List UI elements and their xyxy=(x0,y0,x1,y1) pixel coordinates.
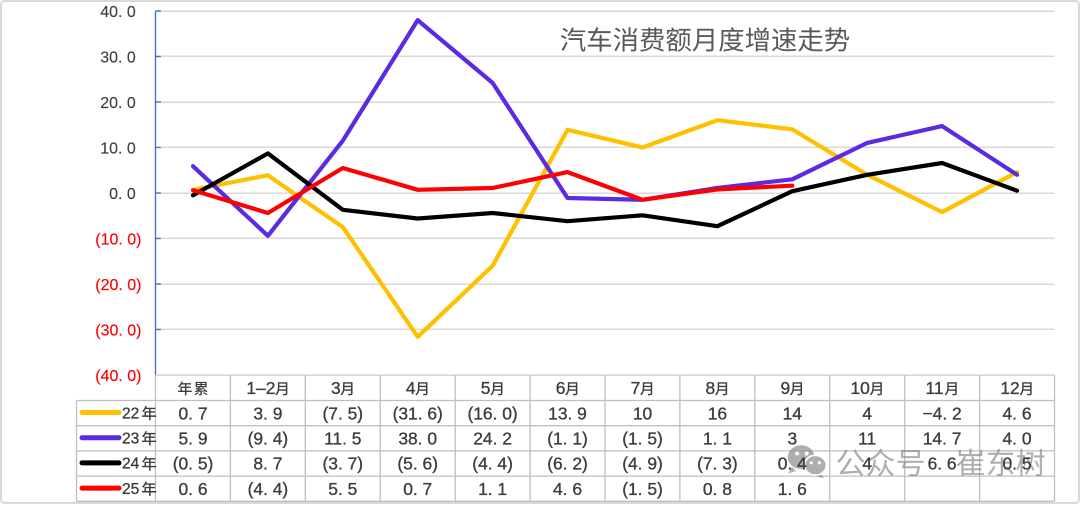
svg-text:(1. 1): (1. 1) xyxy=(547,429,588,449)
svg-text:6. 6: 6. 6 xyxy=(928,454,957,474)
svg-text:23: 23 xyxy=(122,431,139,448)
svg-text:0. 4: 0. 4 xyxy=(778,454,807,474)
svg-text:(7. 5): (7. 5) xyxy=(323,403,364,423)
svg-text:(16. 0): (16. 0) xyxy=(467,403,517,423)
svg-text:5. 5: 5. 5 xyxy=(328,479,357,499)
svg-text:20. 0: 20. 0 xyxy=(100,95,136,112)
svg-text:(4. 4): (4. 4) xyxy=(248,479,289,499)
svg-text:14. 7: 14. 7 xyxy=(923,429,962,449)
svg-text:4. 0: 4. 0 xyxy=(1002,429,1031,449)
svg-text:8. 7: 8. 7 xyxy=(253,454,282,474)
svg-text:16: 16 xyxy=(708,403,727,423)
svg-text:(4. 4): (4. 4) xyxy=(472,454,513,474)
svg-text:4: 4 xyxy=(862,403,872,423)
svg-text:12: 12 xyxy=(1000,378,1019,398)
svg-text:1. 1: 1. 1 xyxy=(478,479,507,499)
svg-text:10: 10 xyxy=(633,403,652,423)
svg-text:25: 25 xyxy=(122,481,139,498)
svg-text:3: 3 xyxy=(331,378,341,398)
svg-text:(4. 9): (4. 9) xyxy=(622,454,663,474)
svg-text:3: 3 xyxy=(787,429,797,449)
svg-text:7: 7 xyxy=(631,378,641,398)
svg-text:(30. 0): (30. 0) xyxy=(95,323,141,340)
svg-text:(0. 5): (0. 5) xyxy=(173,454,214,474)
svg-text:30. 0: 30. 0 xyxy=(100,50,136,67)
svg-text:4: 4 xyxy=(406,378,416,398)
svg-text:14: 14 xyxy=(783,403,803,423)
svg-text:−4. 2: −4. 2 xyxy=(923,403,962,423)
svg-text:3. 9: 3. 9 xyxy=(253,403,282,423)
svg-text:0. 5: 0. 5 xyxy=(1002,454,1031,474)
svg-text:0. 8: 0. 8 xyxy=(703,479,732,499)
svg-text:(1. 5): (1. 5) xyxy=(622,479,663,499)
svg-text:4: 4 xyxy=(862,454,872,474)
svg-text:5. 9: 5. 9 xyxy=(178,429,207,449)
svg-text:24: 24 xyxy=(122,456,140,473)
svg-text:(9. 4): (9. 4) xyxy=(248,429,289,449)
svg-text:(40. 0): (40. 0) xyxy=(95,368,141,385)
svg-text:8: 8 xyxy=(706,378,716,398)
svg-text:13. 9: 13. 9 xyxy=(548,403,587,423)
svg-text:40. 0: 40. 0 xyxy=(100,4,136,21)
svg-text:0. 6: 0. 6 xyxy=(178,479,207,499)
svg-text:22: 22 xyxy=(122,405,139,422)
svg-text:1–2: 1–2 xyxy=(246,378,275,398)
svg-text:11: 11 xyxy=(858,429,876,449)
svg-text:4. 6: 4. 6 xyxy=(1002,403,1031,423)
svg-text:1. 1: 1. 1 xyxy=(703,429,732,449)
svg-text:(7. 3): (7. 3) xyxy=(697,454,738,474)
svg-text:38. 0: 38. 0 xyxy=(398,429,437,449)
svg-text:10. 0: 10. 0 xyxy=(100,141,136,158)
svg-text:5: 5 xyxy=(481,378,491,398)
svg-text:(5. 6): (5. 6) xyxy=(397,454,438,474)
svg-text:(6. 2): (6. 2) xyxy=(547,454,588,474)
svg-text:9: 9 xyxy=(781,378,791,398)
svg-text:24. 2: 24. 2 xyxy=(473,429,512,449)
svg-text:0. 7: 0. 7 xyxy=(403,479,432,499)
svg-text:(10. 0): (10. 0) xyxy=(95,232,141,249)
svg-text:11: 11 xyxy=(926,378,944,398)
svg-text:10: 10 xyxy=(851,378,870,398)
svg-text:0. 7: 0. 7 xyxy=(178,403,207,423)
svg-text:(20. 0): (20. 0) xyxy=(95,277,141,294)
svg-text:6: 6 xyxy=(556,378,566,398)
svg-text:(31. 6): (31. 6) xyxy=(393,403,443,423)
svg-text:1. 6: 1. 6 xyxy=(778,479,807,499)
svg-text:11. 5: 11. 5 xyxy=(324,429,361,449)
svg-text:4. 6: 4. 6 xyxy=(553,479,582,499)
svg-text:(3. 7): (3. 7) xyxy=(323,454,364,474)
svg-text:(1. 5): (1. 5) xyxy=(622,429,663,449)
svg-text:0. 0: 0. 0 xyxy=(109,186,136,203)
